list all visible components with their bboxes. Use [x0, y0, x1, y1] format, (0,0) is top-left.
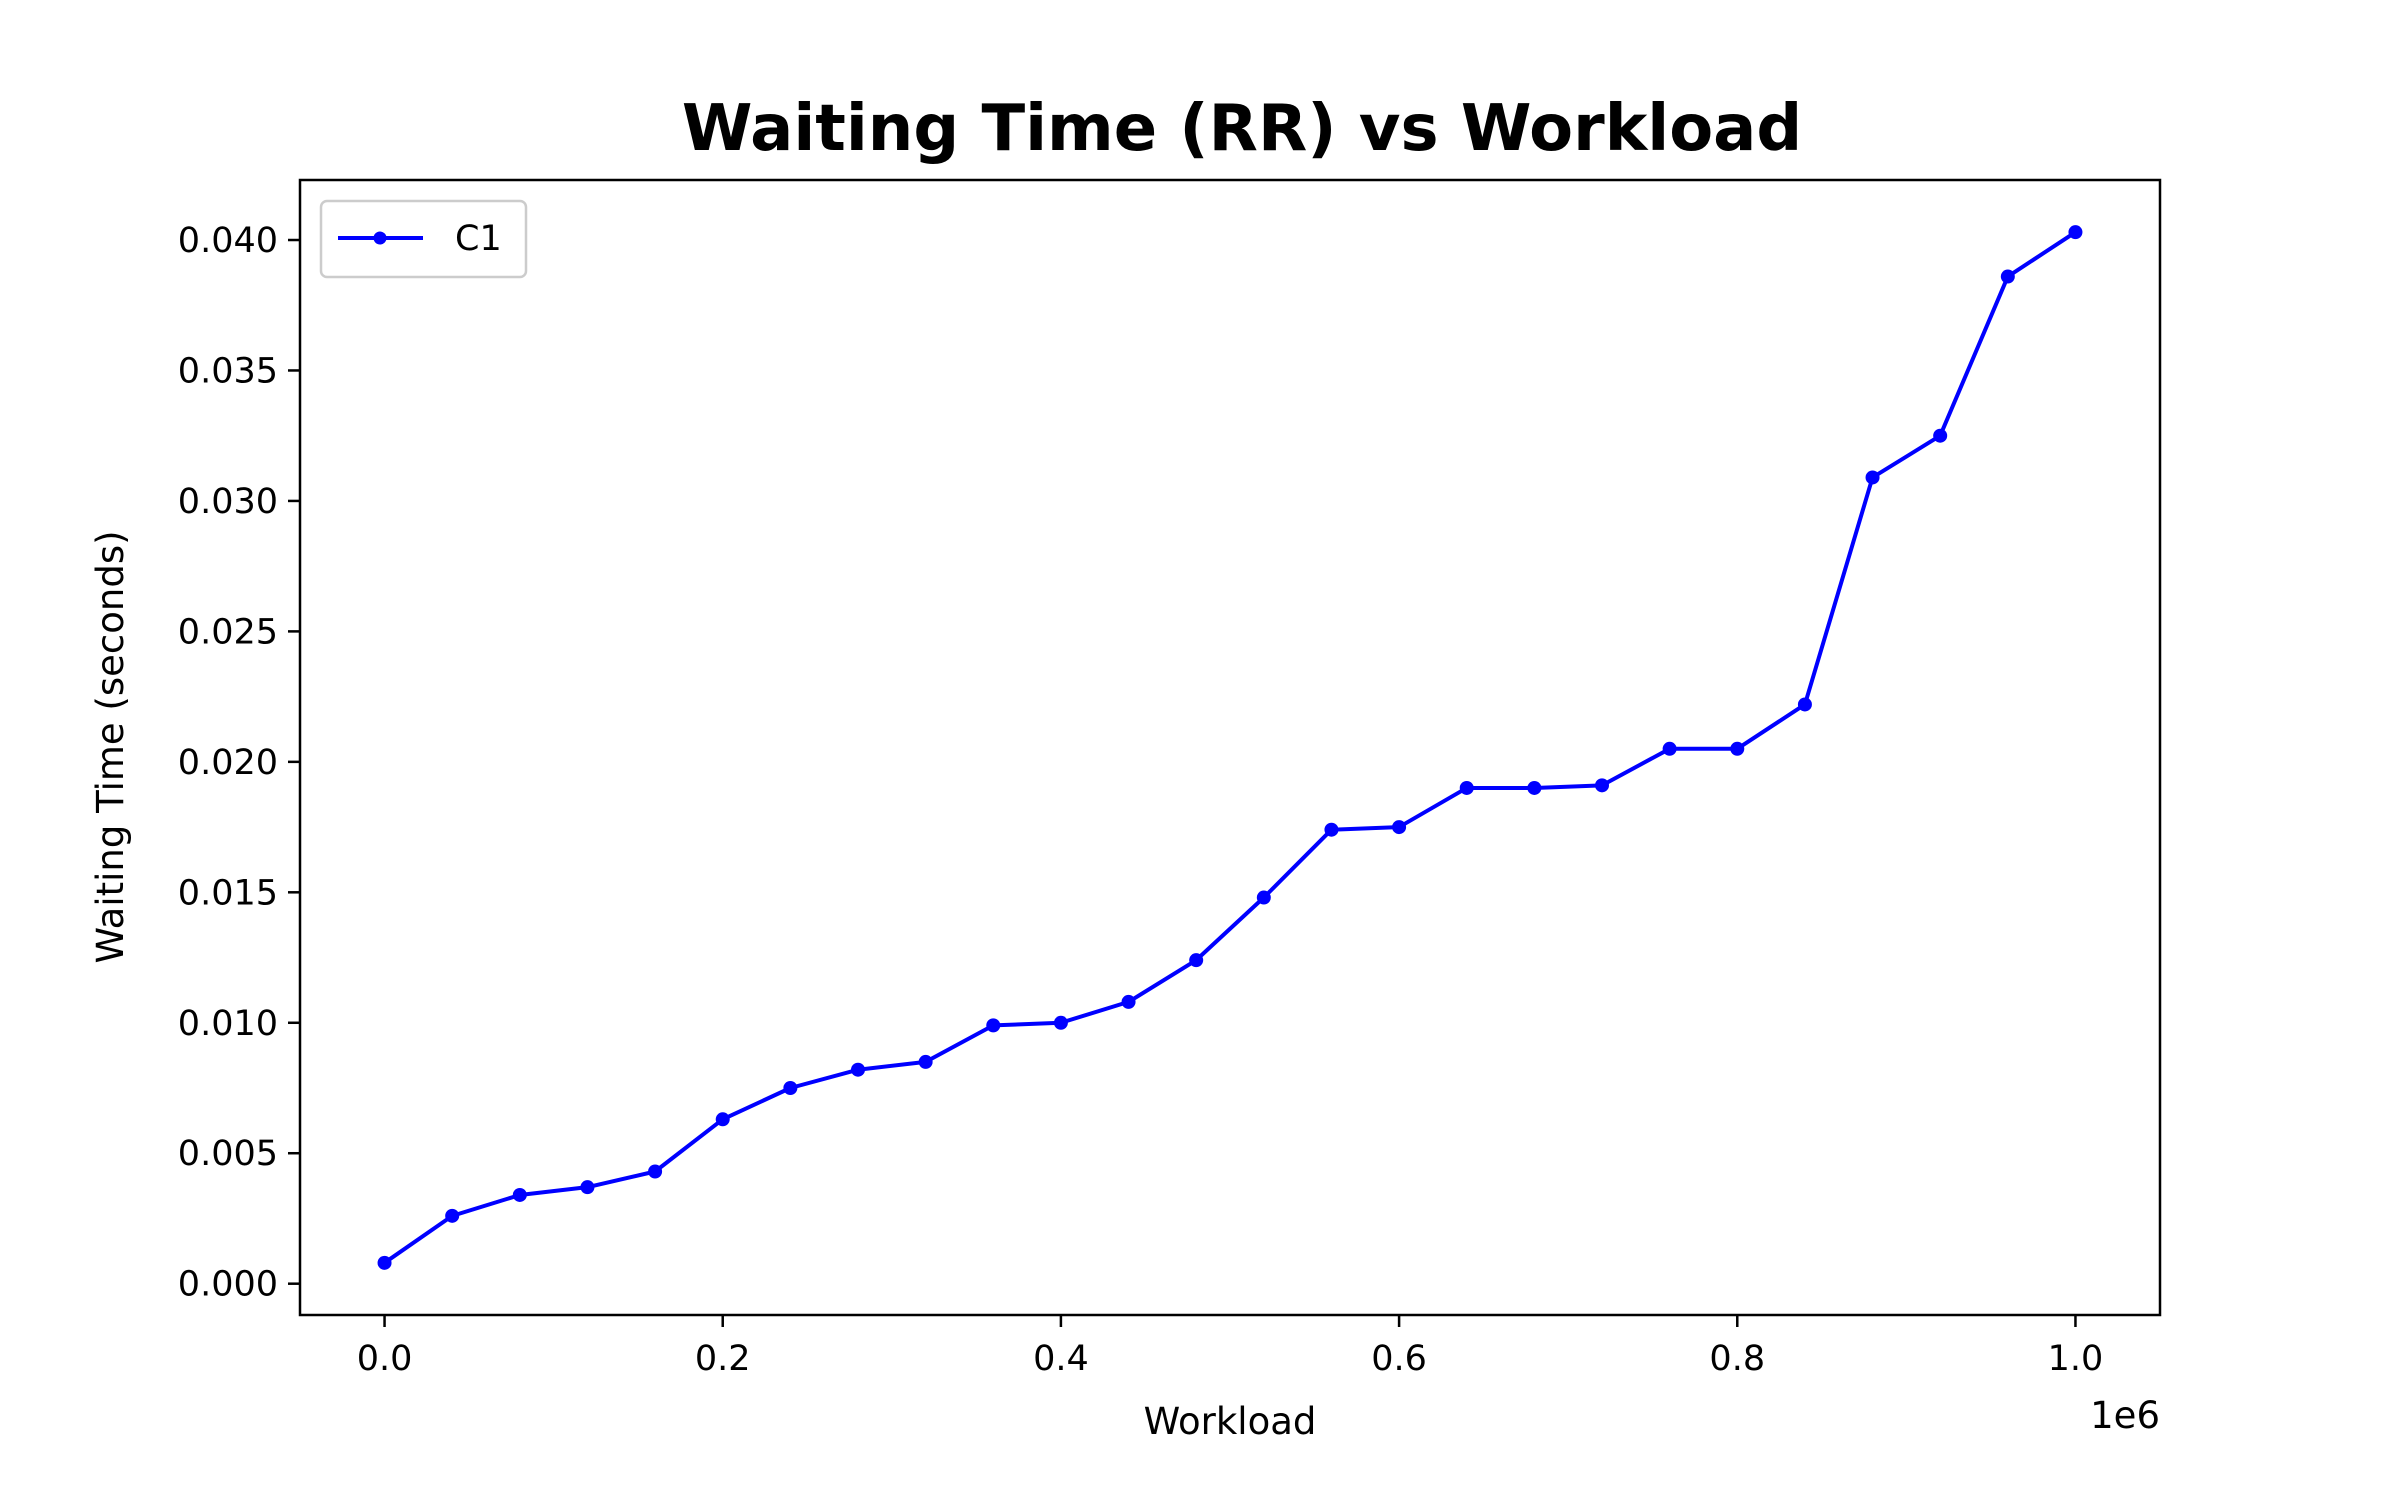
y-tick-label: 0.030 — [178, 482, 278, 522]
data-point — [918, 1054, 933, 1069]
data-point — [445, 1208, 460, 1223]
data-point — [1797, 697, 1812, 712]
data-point — [512, 1187, 527, 1202]
data-point — [1256, 890, 1271, 905]
x-axis-offset-text: 1e6 — [2090, 1394, 2160, 1437]
x-tick-label: 0.6 — [1371, 1339, 1427, 1379]
y-tick-label: 0.040 — [178, 221, 278, 261]
data-point — [2000, 269, 2015, 284]
chart-title: Waiting Time (RR) vs Workload — [682, 92, 1802, 166]
plot-area — [298, 178, 2162, 1317]
y-tick-label: 0.020 — [178, 743, 278, 783]
data-point — [1662, 741, 1677, 756]
y-axis: 0.000 0.005 0.010 0.015 0.020 0.025 0.030 0.035… — [178, 221, 300, 1305]
x-axis-label: Workload — [1144, 1400, 1317, 1443]
legend-box — [319, 199, 528, 279]
data-point — [580, 1180, 595, 1195]
data-point — [986, 1018, 1001, 1033]
data-point — [1865, 470, 1880, 485]
x-tick-label: 0.2 — [695, 1339, 751, 1379]
data-point — [1933, 428, 1948, 443]
data-point — [783, 1081, 798, 1095]
x-axis: 0.0 0.2 0.4 0.6 0.8 1.0 — [357, 1315, 2104, 1379]
x-tick-label: 1.0 — [2048, 1339, 2104, 1379]
y-tick-label: 0.000 — [178, 1265, 278, 1305]
plot-frame — [298, 178, 2162, 1317]
legend-label-c1: C1 — [455, 219, 502, 259]
data-point — [1459, 780, 1474, 795]
series-line-c1 — [383, 230, 2077, 1265]
data-point — [1324, 822, 1339, 837]
y-tick-label: 0.005 — [178, 1134, 278, 1174]
data-point — [648, 1164, 663, 1179]
y-tick-label: 0.015 — [178, 873, 278, 913]
y-tick-label: 0.025 — [178, 612, 278, 652]
x-tick-label: 0.4 — [1033, 1339, 1089, 1379]
data-point — [1121, 994, 1136, 1009]
data-point — [1053, 1015, 1068, 1030]
data-point — [1189, 953, 1204, 968]
series-layer — [377, 225, 2083, 1270]
data-point — [377, 1255, 392, 1270]
data-point — [715, 1112, 730, 1127]
data-point — [1527, 780, 1542, 795]
y-axis-label: Waiting Time (seconds) — [89, 530, 132, 963]
x-tick-label: 0.0 — [357, 1339, 413, 1379]
x-tick-label: 0.8 — [1709, 1339, 1765, 1379]
y-tick-label: 0.010 — [178, 1004, 278, 1044]
legend: C1 — [319, 199, 528, 279]
y-tick-label: 0.035 — [178, 351, 278, 391]
data-point — [1730, 741, 1745, 756]
data-point — [2068, 225, 2083, 240]
data-point — [1392, 820, 1407, 835]
data-point — [851, 1062, 865, 1077]
data-point — [1595, 778, 1609, 793]
legend-marker-c1 — [373, 231, 387, 245]
